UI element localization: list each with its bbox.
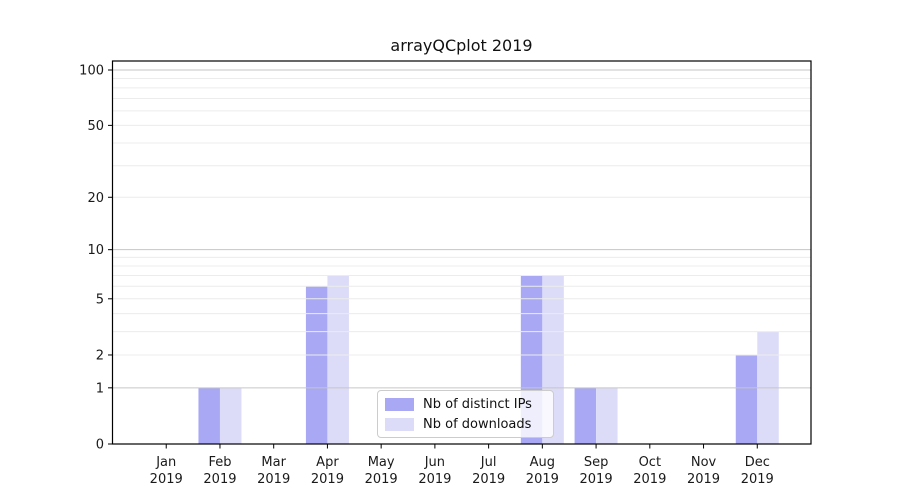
x-tick-label-month: Jun	[424, 455, 445, 470]
x-tick-label-month: Nov	[691, 455, 717, 470]
x-tick-label-year: 2019	[365, 472, 398, 487]
bar-nb-of-downloads-sep	[596, 387, 618, 444]
x-tick-label-year: 2019	[526, 472, 559, 487]
x-tick-label-month: Jan	[155, 455, 176, 470]
y-tick-label: 2	[96, 348, 104, 363]
x-tick-label-year: 2019	[472, 472, 505, 487]
legend-swatch-distinct-ips	[385, 397, 414, 411]
bar-nb-of-distinct-ips-dec	[735, 354, 758, 444]
legend-row-downloads: Nb of downloads	[385, 417, 545, 432]
bar-nb-of-downloads-feb	[219, 387, 242, 444]
plot-frame	[111, 60, 812, 445]
x-tick-label-year: 2019	[687, 472, 720, 487]
y-tick-label: 20	[87, 191, 104, 206]
bar-nb-of-distinct-ips-apr	[305, 286, 328, 444]
legend-row-distinct-ips: Nb of distinct IPs	[385, 397, 545, 412]
x-tick-label-month: Sep	[584, 455, 609, 470]
x-tick-label-month: Oct	[639, 455, 661, 470]
legend: Nb of distinct IPs Nb of downloads	[377, 390, 554, 438]
y-tick-label: 50	[87, 119, 104, 134]
x-tick-label-month: Jul	[480, 455, 497, 470]
x-tick-label-year: 2019	[150, 472, 183, 487]
x-tick-label-month: Feb	[208, 455, 231, 470]
bar-nb-of-downloads-apr	[327, 275, 349, 444]
x-tick-label-month: Dec	[745, 455, 770, 470]
y-tick-label: 1	[96, 381, 104, 396]
x-tick-label-year: 2019	[741, 472, 774, 487]
x-tick-label-month: May	[368, 455, 395, 470]
y-tick-label: 0	[96, 438, 104, 453]
chart-title: arrayQCplot 2019	[390, 36, 533, 55]
x-tick-label-month: Apr	[316, 455, 339, 470]
bar-nb-of-distinct-ips-sep	[574, 387, 597, 444]
x-tick-label-year: 2019	[203, 472, 236, 487]
legend-label-downloads: Nb of downloads	[423, 416, 532, 432]
x-tick-label-year: 2019	[633, 472, 666, 487]
bar-nb-of-distinct-ips-feb	[198, 387, 220, 444]
x-tick-label-year: 2019	[311, 472, 344, 487]
x-tick-label-year: 2019	[580, 472, 613, 487]
x-tick-label-year: 2019	[257, 472, 290, 487]
x-tick-label-month: Aug	[530, 455, 555, 470]
y-tick-label: 10	[87, 243, 104, 258]
x-tick-label-month: Mar	[261, 455, 286, 470]
y-tick-label: 100	[79, 64, 104, 79]
legend-swatch-downloads	[385, 417, 414, 431]
y-tick-label: 5	[96, 292, 104, 307]
x-tick-label-year: 2019	[418, 472, 451, 487]
legend-label-distinct-ips: Nb of distinct IPs	[423, 396, 532, 412]
